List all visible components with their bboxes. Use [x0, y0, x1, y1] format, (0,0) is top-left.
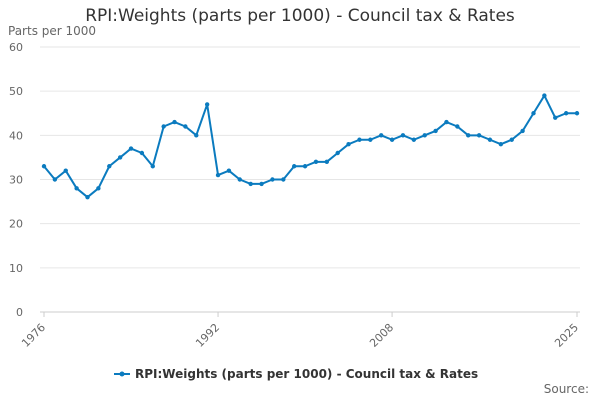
- data-point[interactable]: [107, 164, 112, 169]
- data-point[interactable]: [96, 186, 101, 191]
- y-tick-label: 50: [9, 85, 23, 98]
- data-point[interactable]: [444, 119, 449, 125]
- legend-label: RPI:Weights (parts per 1000) - Council t…: [135, 367, 478, 381]
- data-point[interactable]: [389, 137, 395, 142]
- data-point[interactable]: [553, 115, 558, 120]
- data-point[interactable]: [139, 150, 145, 156]
- source-label: Source:: [543, 382, 589, 396]
- data-point[interactable]: [335, 150, 340, 156]
- y-tick-label: 20: [9, 218, 23, 231]
- data-point[interactable]: [259, 181, 264, 187]
- y-axis-unit-label: Parts per 1000: [8, 24, 97, 38]
- x-tick-label: 2008: [367, 321, 396, 350]
- x-axis-ticks: 1976 1992 2008 2025: [19, 312, 581, 350]
- data-point[interactable]: [411, 137, 417, 142]
- data-point[interactable]: [183, 124, 188, 129]
- y-tick-label: 0: [16, 306, 23, 319]
- data-point[interactable]: [379, 133, 384, 138]
- y-tick-label: 40: [9, 129, 23, 142]
- data-point[interactable]: [455, 124, 460, 129]
- data-point[interactable]: [150, 164, 155, 169]
- data-point[interactable]: [161, 124, 166, 129]
- data-point[interactable]: [531, 111, 536, 116]
- data-point[interactable]: [509, 137, 514, 142]
- data-point[interactable]: [194, 133, 199, 138]
- x-tick-label: 1992: [193, 321, 222, 350]
- legend-point-marker: [119, 371, 125, 377]
- data-point[interactable]: [52, 177, 58, 182]
- data-point[interactable]: [204, 102, 210, 107]
- data-point[interactable]: [128, 146, 134, 151]
- data-point[interactable]: [226, 168, 232, 173]
- data-point[interactable]: [324, 159, 330, 165]
- chart-title: RPI:Weights (parts per 1000) - Council t…: [85, 6, 515, 26]
- data-point[interactable]: [476, 133, 482, 138]
- data-point[interactable]: [357, 137, 362, 142]
- grid-lines: [40, 46, 580, 313]
- data-point[interactable]: [313, 159, 319, 165]
- data-point[interactable]: [498, 141, 504, 147]
- x-tick-label: 1976: [19, 321, 48, 350]
- data-point[interactable]: [487, 137, 493, 142]
- data-point[interactable]: [74, 186, 79, 191]
- data-point[interactable]: [542, 93, 547, 98]
- data-point[interactable]: [291, 164, 297, 169]
- series-line: [43, 94, 577, 199]
- data-point[interactable]: [270, 177, 275, 182]
- data-point[interactable]: [466, 133, 471, 138]
- data-point[interactable]: [400, 133, 406, 138]
- data-point[interactable]: [237, 177, 242, 182]
- data-point[interactable]: [520, 128, 525, 134]
- series-group: [41, 93, 580, 200]
- y-axis-ticks: 0 10 20 30 40 50 60: [9, 41, 23, 319]
- data-point[interactable]: [117, 155, 123, 160]
- data-point[interactable]: [215, 172, 221, 178]
- data-point[interactable]: [172, 119, 177, 125]
- data-point[interactable]: [281, 177, 286, 182]
- legend[interactable]: RPI:Weights (parts per 1000) - Council t…: [114, 367, 478, 381]
- data-point[interactable]: [302, 164, 308, 169]
- data-point[interactable]: [248, 181, 253, 187]
- data-point[interactable]: [574, 111, 580, 116]
- data-point[interactable]: [346, 141, 351, 147]
- y-tick-label: 30: [9, 174, 23, 187]
- x-tick-label: 2025: [552, 321, 581, 350]
- data-point[interactable]: [563, 111, 569, 116]
- data-point[interactable]: [63, 168, 68, 173]
- data-point[interactable]: [433, 128, 438, 134]
- data-point[interactable]: [368, 137, 373, 142]
- y-tick-label: 60: [9, 41, 23, 54]
- data-point[interactable]: [85, 194, 90, 200]
- data-point[interactable]: [41, 164, 47, 169]
- data-point[interactable]: [422, 133, 427, 138]
- y-tick-label: 10: [9, 262, 23, 275]
